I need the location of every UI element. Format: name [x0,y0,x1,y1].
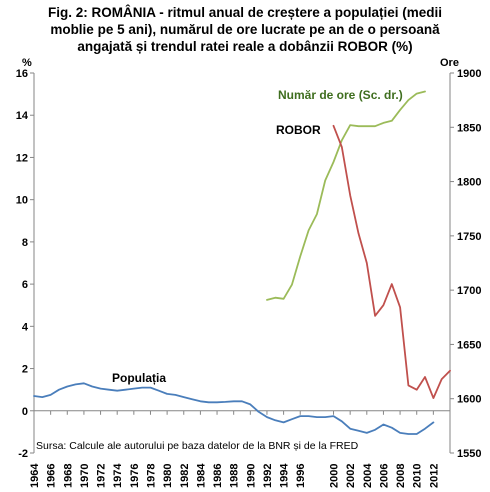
x-tick-label: 2004 [362,463,374,488]
chart-title-line-1: Fig. 2: ROMÂNIA - ritmul anual de crește… [47,5,443,20]
x-tick-label: 1984 [195,463,207,488]
x-tick-label: 1976 [129,464,141,488]
source-note: Sursa: Calcule ale autorului pe baza dat… [36,440,359,452]
x-tick-label: 1978 [145,464,157,488]
x-tick-label: 1994 [279,463,291,488]
x-tick-label: 1980 [162,464,174,488]
x-tick-label: 1966 [46,464,58,488]
y-tick-label-right: 1600 [457,394,481,406]
y-tick-label-right: 1550 [457,448,481,460]
y-axis-right-label: Ore [440,57,459,69]
x-tick-label: 1986 [212,464,224,488]
y-tick-label-right: 1750 [457,231,481,243]
x-tick-label: 1988 [229,464,241,488]
y-tick-label-left: 4 [22,321,29,333]
x-tick-label: 1982 [179,464,191,488]
series-line-1 [266,90,426,301]
chart-title-line-3: angajată și trendul ratei reale a dobânz… [77,39,413,54]
annotation-robor: ROBOR [276,123,321,137]
y-axis-left-label: % [22,57,32,69]
y-tick-label-left: -2 [18,448,28,460]
y-tick-label-left: 10 [16,195,28,207]
y-tick-label-left: 12 [16,152,28,164]
x-tick-label: 2010 [412,464,424,488]
x-tick-label: 1972 [96,464,108,488]
y-tick-label-right: 1900 [457,68,481,80]
x-tick-label: 1990 [245,464,257,488]
x-tick-label: 1964 [29,463,41,488]
x-tick-label: 1970 [79,464,91,488]
series-line-2 [332,124,451,400]
x-tick-label: 1968 [62,464,74,488]
x-tick-label: 1974 [112,463,124,488]
y-tick-label-left: 14 [16,110,29,122]
y-tick-label-right: 1700 [457,285,481,297]
x-tick-label: 1992 [262,464,274,488]
y-tick-label-right: 1850 [457,122,481,134]
x-tick-label: 2002 [345,464,357,488]
y-tick-label-left: 16 [16,68,28,80]
chart-title-line-2: moblie pe 5 ani), numărul de ore lucrate… [50,22,440,37]
x-tick-label: 2000 [329,464,341,488]
x-tick-label: 1996 [295,464,307,488]
y-tick-label-left: 8 [22,237,28,249]
x-tick-label: 2012 [428,464,440,488]
y-tick-label-right: 1800 [457,177,481,189]
annotation-population: Populația [112,371,166,385]
x-tick-label: 2006 [378,464,390,488]
y-tick-label-left: 0 [22,406,28,418]
chart-title: Fig. 2: ROMÂNIA - ritmul anual de crește… [0,4,490,55]
annotation-hours: Număr de ore (Sc. dr.) [278,88,403,102]
y-tick-label-left: 6 [22,279,28,291]
y-tick-label-right: 1650 [457,339,481,351]
x-tick-label: 2008 [395,464,407,488]
y-tick-label-left: 2 [22,364,28,376]
series-line-0 [33,382,435,435]
